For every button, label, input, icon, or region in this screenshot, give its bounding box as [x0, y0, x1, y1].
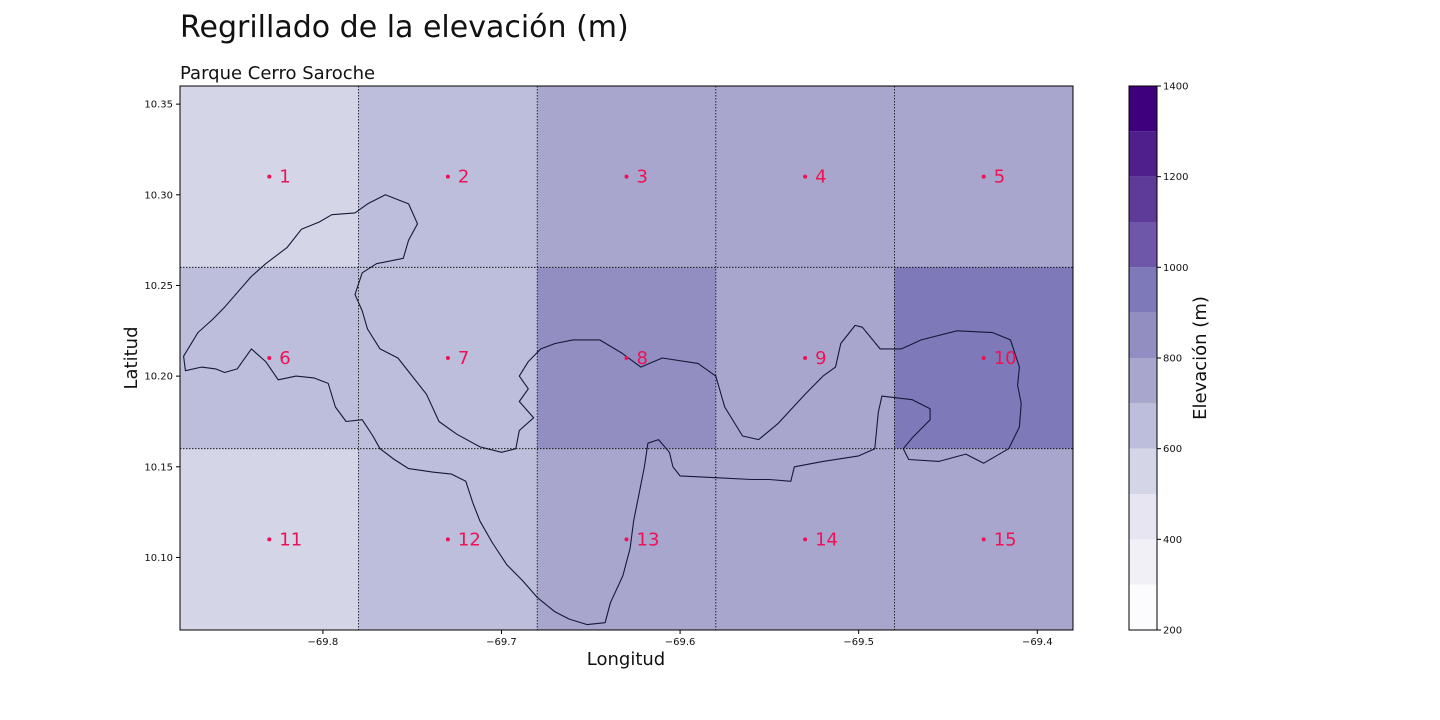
- cell-label: 14: [815, 529, 838, 550]
- chart-title: Regrillado de la elevación (m): [180, 10, 629, 45]
- colorbar-tick-label: 800: [1163, 354, 1182, 365]
- y-axis-label: Latitud: [121, 326, 142, 389]
- cell-point: [624, 537, 629, 542]
- cell-point: [803, 537, 808, 542]
- chart-subtitle: Parque Cerro Saroche: [180, 63, 376, 84]
- cell-label: 7: [458, 348, 469, 369]
- colorbar-tick-label: 1400: [1163, 82, 1188, 93]
- heatmap-cells: [180, 86, 1073, 630]
- colorbar-ticks: 200 400 600 800 1000 1200 1400: [1157, 82, 1188, 637]
- colorbar-bin: [1129, 267, 1157, 313]
- x-tick-label: −69.6: [665, 637, 696, 648]
- cell-point: [267, 356, 272, 360]
- colorbar-tick-label: 600: [1163, 444, 1182, 455]
- cell-point: [445, 537, 450, 542]
- cell-point: [445, 174, 450, 179]
- colorbar-bin: [1129, 312, 1157, 358]
- colorbar-bin: [1129, 539, 1157, 585]
- plot-frame: [179, 85, 1074, 631]
- cell-label: 11: [279, 529, 302, 550]
- cell-point: [267, 537, 272, 542]
- cell-label: 4: [815, 167, 826, 188]
- cell-label: 10: [994, 348, 1017, 369]
- cell-label: 2: [458, 167, 469, 188]
- colorbar-label: Elevación (m): [1190, 296, 1211, 420]
- y-tick-label: 10.30: [144, 190, 173, 201]
- x-tick-label: −69.5: [843, 637, 874, 648]
- x-axis: −69.8 −69.7 −69.6 −69.5 −69.4: [308, 630, 1053, 648]
- cell-label: 5: [994, 167, 1005, 188]
- x-tick-label: −69.7: [486, 637, 517, 648]
- colorbar-bin: [1129, 584, 1157, 630]
- colorbar-bin: [1129, 131, 1157, 177]
- cell-point: [803, 356, 808, 360]
- colorbar-tick-label: 200: [1163, 626, 1182, 637]
- x-tick-label: −69.4: [1022, 637, 1053, 648]
- y-tick-label: 10.20: [144, 372, 173, 383]
- colorbar-tick-label: 400: [1163, 535, 1182, 546]
- cell-label: 13: [637, 529, 660, 550]
- cell-point: [981, 537, 986, 542]
- y-tick-label: 10.25: [144, 281, 173, 292]
- x-tick-label: −69.8: [308, 637, 339, 648]
- colorbar-bin: [1129, 86, 1157, 132]
- y-tick-label: 10.15: [144, 462, 173, 473]
- cell-point: [803, 174, 808, 179]
- colorbar-bin: [1129, 494, 1157, 540]
- cell-label: 1: [279, 167, 290, 188]
- cell-label: 9: [815, 348, 826, 369]
- colorbar-tick-label: 1200: [1163, 172, 1188, 183]
- colorbar-bin: [1129, 403, 1157, 449]
- colorbar-tick-label: 1000: [1163, 263, 1188, 274]
- cell-point: [981, 174, 986, 179]
- cell-label: 8: [637, 348, 648, 369]
- cell-point: [267, 174, 272, 179]
- colorbar-bin: [1129, 358, 1157, 404]
- cell-point: [445, 356, 450, 360]
- colorbar-bin: [1129, 222, 1157, 268]
- cell-label: 3: [637, 167, 648, 188]
- y-tick-label: 10.35: [144, 100, 173, 111]
- colorbar-bin: [1129, 448, 1157, 494]
- cell-label: 12: [458, 529, 481, 550]
- grid-lines: [180, 86, 1073, 630]
- colorbar: [1129, 86, 1157, 630]
- cell-point: [981, 356, 986, 360]
- colorbar-bin: [1129, 176, 1157, 222]
- cell-point: [624, 174, 629, 179]
- cell-label: 6: [279, 348, 290, 369]
- cell-label: 15: [994, 529, 1017, 550]
- x-axis-label: Longitud: [587, 649, 665, 670]
- cell-point: [624, 356, 629, 360]
- y-tick-label: 10.10: [144, 553, 173, 564]
- y-axis: 10.10 10.15 10.20 10.25 10.30 10.35: [144, 100, 180, 564]
